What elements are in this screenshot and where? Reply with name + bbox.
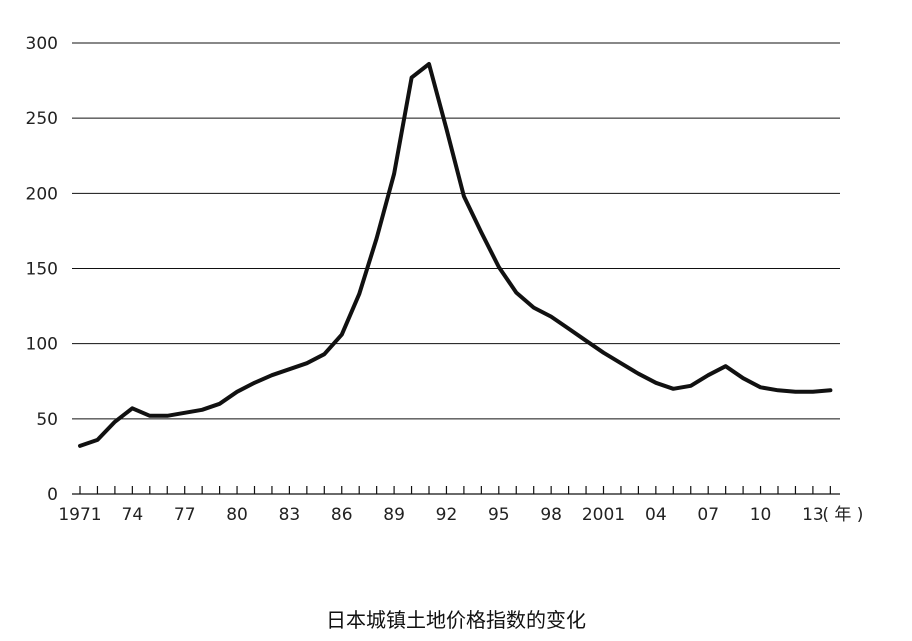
x-tick-label-83: 83: [279, 505, 301, 525]
y-tick-label-0: 0: [47, 485, 58, 505]
line-chart-svg: 0 50 100 150 200 250 300 1971 74 77 80 83 86 89 92 95 98…: [26, 34, 864, 525]
x-tick-label-92: 92: [436, 505, 458, 525]
x-tick-label-1971: 1971: [58, 505, 101, 525]
x-tick-label-89: 89: [383, 505, 405, 525]
x-tick-label-86: 86: [331, 505, 353, 525]
x-tick-label-07: 07: [697, 505, 719, 525]
y-tick-label-100: 100: [26, 335, 58, 355]
x-tick-label-2001: 2001: [582, 505, 625, 525]
y-tick-label-250: 250: [26, 109, 58, 129]
chart-caption: 日本城镇土地价格指数的变化: [326, 608, 586, 632]
x-tick-label-13: 13: [802, 505, 824, 525]
x-tick-label-77: 77: [174, 505, 196, 525]
x-tick-label-80: 80: [226, 505, 248, 525]
land-price-chart: 0 50 100 150 200 250 300 1971 74 77 80 83 86 89 92 95 98…: [26, 34, 864, 525]
x-unit-label: ( 年 ): [822, 505, 863, 525]
x-tick-label-04: 04: [645, 505, 667, 525]
x-tick-label-98: 98: [540, 505, 562, 525]
y-tick-label-200: 200: [26, 184, 58, 204]
x-tick-label-95: 95: [488, 505, 510, 525]
x-tick-label-74: 74: [122, 505, 144, 525]
x-tick-label-10: 10: [750, 505, 772, 525]
series-line-0: [78, 62, 833, 448]
y-tick-label-50: 50: [36, 410, 58, 430]
y-tick-label-150: 150: [26, 260, 58, 280]
y-tick-label-300: 300: [26, 34, 58, 54]
